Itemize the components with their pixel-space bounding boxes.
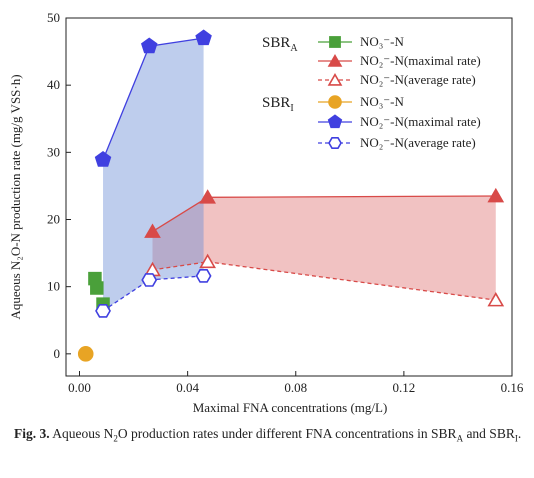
legend-group-sub: A — [290, 43, 298, 54]
y-tick-label: 0 — [54, 346, 61, 361]
series-line — [102, 275, 204, 312]
marker — [329, 36, 341, 48]
y-tick-label: 50 — [47, 10, 60, 25]
legend-group-label: SBRI — [262, 95, 294, 114]
legend-group-name: SBR — [262, 95, 290, 111]
marker — [199, 189, 216, 204]
marker — [328, 95, 342, 109]
legend-label: NO₂⁻-N(average rate) — [360, 72, 476, 87]
legend-group-label: SBRA — [262, 35, 298, 54]
x-axis-label: Maximal FNA concentrations (mg/L) — [193, 400, 388, 415]
y-axis-label: Aqueous N₂O-N production rate (mg/g VSS·… — [8, 74, 23, 319]
marker — [90, 281, 104, 295]
x-tick-label: 0.12 — [393, 380, 416, 395]
marker — [195, 269, 212, 283]
marker — [327, 54, 343, 67]
marker — [141, 273, 158, 287]
x-tick-label: 0.00 — [68, 380, 91, 395]
shaded-band — [103, 38, 204, 311]
legend-group-sub: I — [290, 103, 293, 114]
marker — [327, 73, 343, 86]
legend-group-name: SBR — [262, 35, 290, 51]
marker — [328, 137, 342, 149]
marker — [77, 346, 94, 362]
y-tick-label: 20 — [47, 212, 60, 227]
y-tick-label: 10 — [47, 279, 60, 294]
caption-text: and SBR — [463, 426, 515, 441]
caption-label: Fig. 3. — [14, 426, 50, 441]
marker — [95, 303, 111, 318]
legend-label: NO₃⁻-N — [360, 94, 404, 109]
x-tick-label: 0.04 — [176, 380, 199, 395]
caption-text: A — [456, 433, 464, 444]
marker — [199, 253, 216, 269]
marker — [327, 114, 343, 129]
legend-label: NO₃⁻-N — [360, 34, 404, 49]
marker — [140, 37, 158, 54]
y-tick-label: 40 — [47, 77, 60, 92]
caption-text: 2 — [113, 433, 118, 444]
caption-text: Aqueous N — [49, 426, 114, 441]
legend-label: NO₂⁻-N(maximal rate) — [360, 53, 481, 68]
marker — [144, 223, 161, 238]
x-tick-label: 0.08 — [284, 380, 307, 395]
y-tick-label: 30 — [47, 144, 60, 159]
legend-label: NO₂⁻-N(average rate) — [360, 135, 476, 150]
marker — [195, 29, 212, 46]
chart: Maximal FNA concentrations (mg/L) Aqueou… — [8, 10, 524, 415]
marker — [487, 187, 505, 203]
caption-text: I — [514, 433, 518, 444]
caption-text: . — [517, 426, 522, 441]
legend-label: NO₂⁻-N(maximal rate) — [360, 114, 481, 129]
caption: Fig. 3. Aqueous N2O production rates und… — [14, 422, 524, 451]
marker — [94, 151, 112, 167]
marker — [487, 291, 505, 307]
plot-frame — [65, 17, 513, 377]
shaded-band — [152, 195, 496, 301]
caption-text: O production rates under different FNA c… — [117, 426, 457, 441]
x-tick-label: 0.16 — [501, 380, 524, 395]
